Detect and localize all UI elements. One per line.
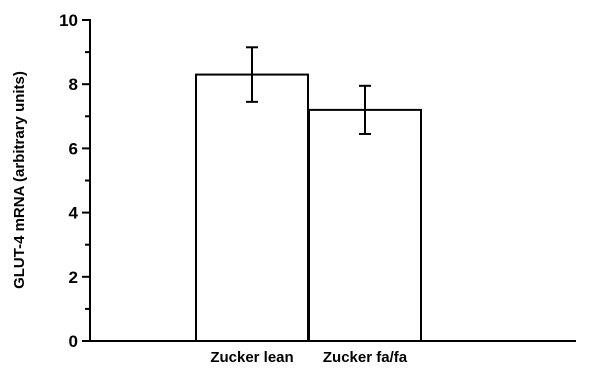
y-tick-label: 2 [69,268,78,287]
bar [308,108,422,342]
y-tick-label: 6 [69,139,78,158]
plot-area: 0 2 4 6 8 10 Zucker lean Zucker fa/fa [59,11,576,366]
category-label: Zucker lean [210,349,293,366]
bar [195,73,309,342]
y-axis-label: GLUT-4 mRNA (arbitrary units) [11,71,28,289]
y-tick-label: 8 [69,75,78,94]
y-tick-label: 4 [69,204,79,223]
y-tick-label: 0 [69,332,78,351]
category-label: Zucker fa/fa [323,349,408,366]
y-tick-label: 10 [59,11,78,30]
